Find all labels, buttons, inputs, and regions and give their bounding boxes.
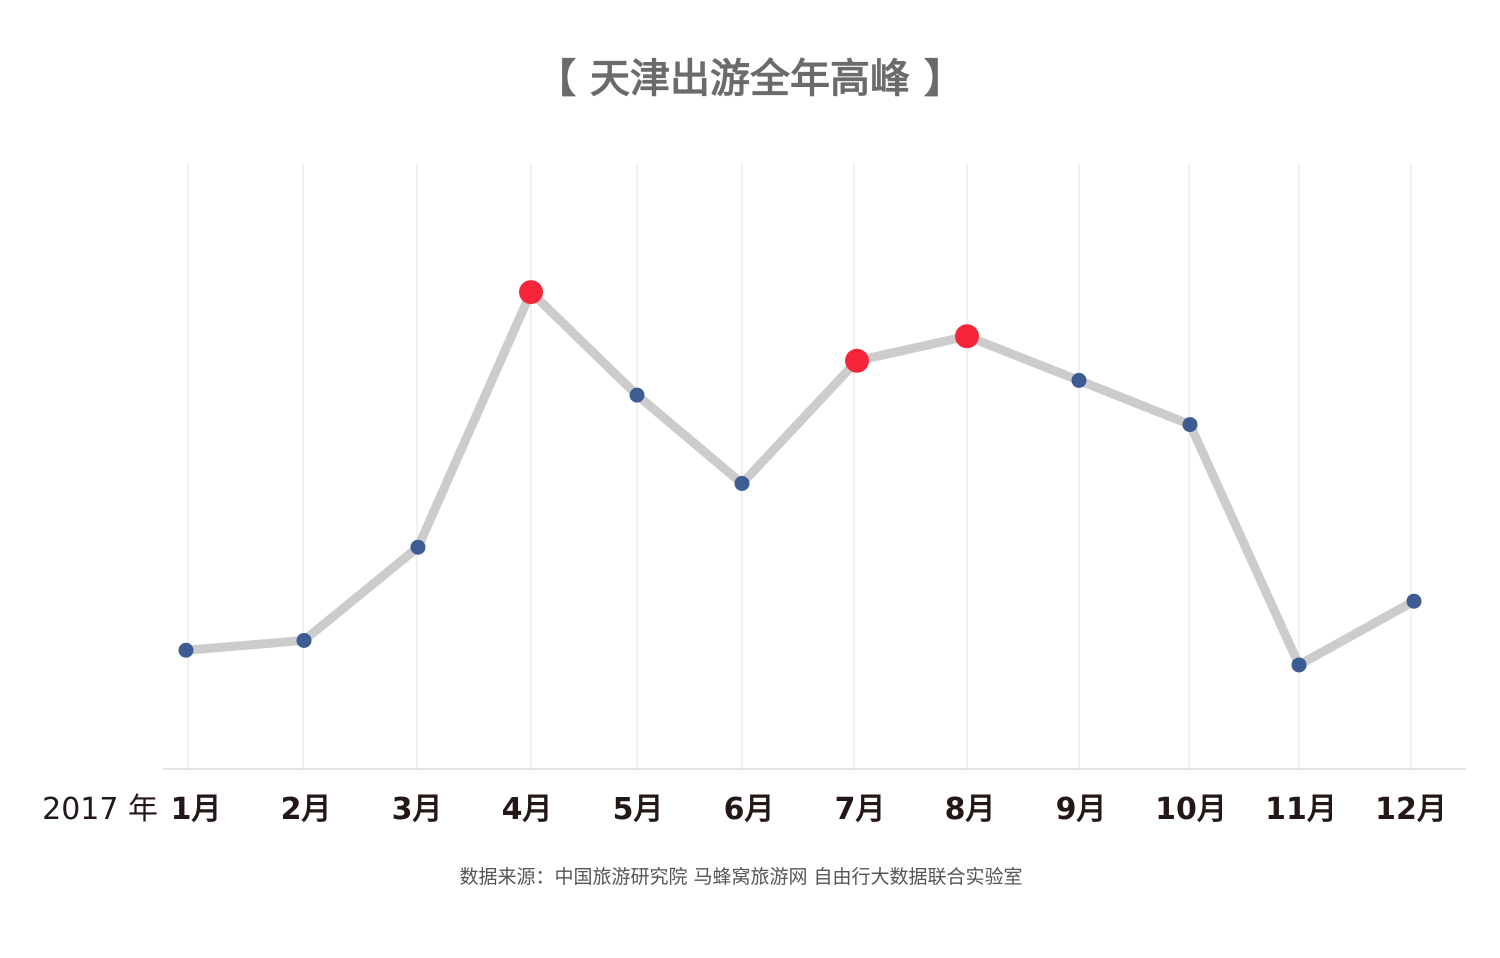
x-tick-label-8: 8月 (945, 792, 996, 827)
grid-lines (187, 163, 1412, 769)
data-point-11[interactable] (1291, 657, 1307, 673)
year-label: 2017 年 (42, 792, 158, 827)
x-tick-label-7: 7月 (835, 792, 886, 827)
series-polyline (181, 287, 1419, 670)
chart-title: 【 天津出游全年高峰 】 (536, 56, 964, 102)
x-tick-label-5: 5月 (613, 792, 664, 827)
data-point-5[interactable] (629, 387, 645, 403)
x-tick-label-11: 11月 (1265, 792, 1337, 827)
x-tick-label-9: 9月 (1056, 792, 1107, 827)
x-tick-label-3: 3月 (392, 792, 443, 827)
data-points (178, 280, 1422, 673)
x-tick-label-2: 2月 (281, 792, 332, 827)
peak-point-7[interactable] (845, 348, 869, 373)
data-point-10[interactable] (1182, 417, 1198, 433)
data-point-9[interactable] (1071, 372, 1087, 388)
x-tick-label-4: 4月 (502, 792, 553, 827)
x-tick-label-6: 6月 (724, 792, 775, 827)
x-tick-label-1: 1月 (171, 792, 222, 827)
data-point-12[interactable] (1406, 593, 1422, 609)
data-point-6[interactable] (734, 475, 750, 491)
data-point-2[interactable] (296, 632, 312, 648)
peak-point-4[interactable] (519, 280, 543, 305)
data-point-3[interactable] (410, 539, 426, 555)
peak-point-8[interactable] (955, 324, 979, 349)
x-tick-label-12: 12月 (1375, 792, 1447, 827)
x-tick-label-10: 10月 (1155, 792, 1227, 827)
series-line (181, 287, 1419, 670)
source-note: 数据来源：中国旅游研究院 马蜂窝旅游网 自由行大数据联合实验室 (459, 866, 1022, 888)
data-point-1[interactable] (178, 642, 194, 658)
x-tick-labels: 1月 2月 3月 4月 5月 6月 7月 8月 9月 10月 11月 12月 (171, 792, 1447, 827)
